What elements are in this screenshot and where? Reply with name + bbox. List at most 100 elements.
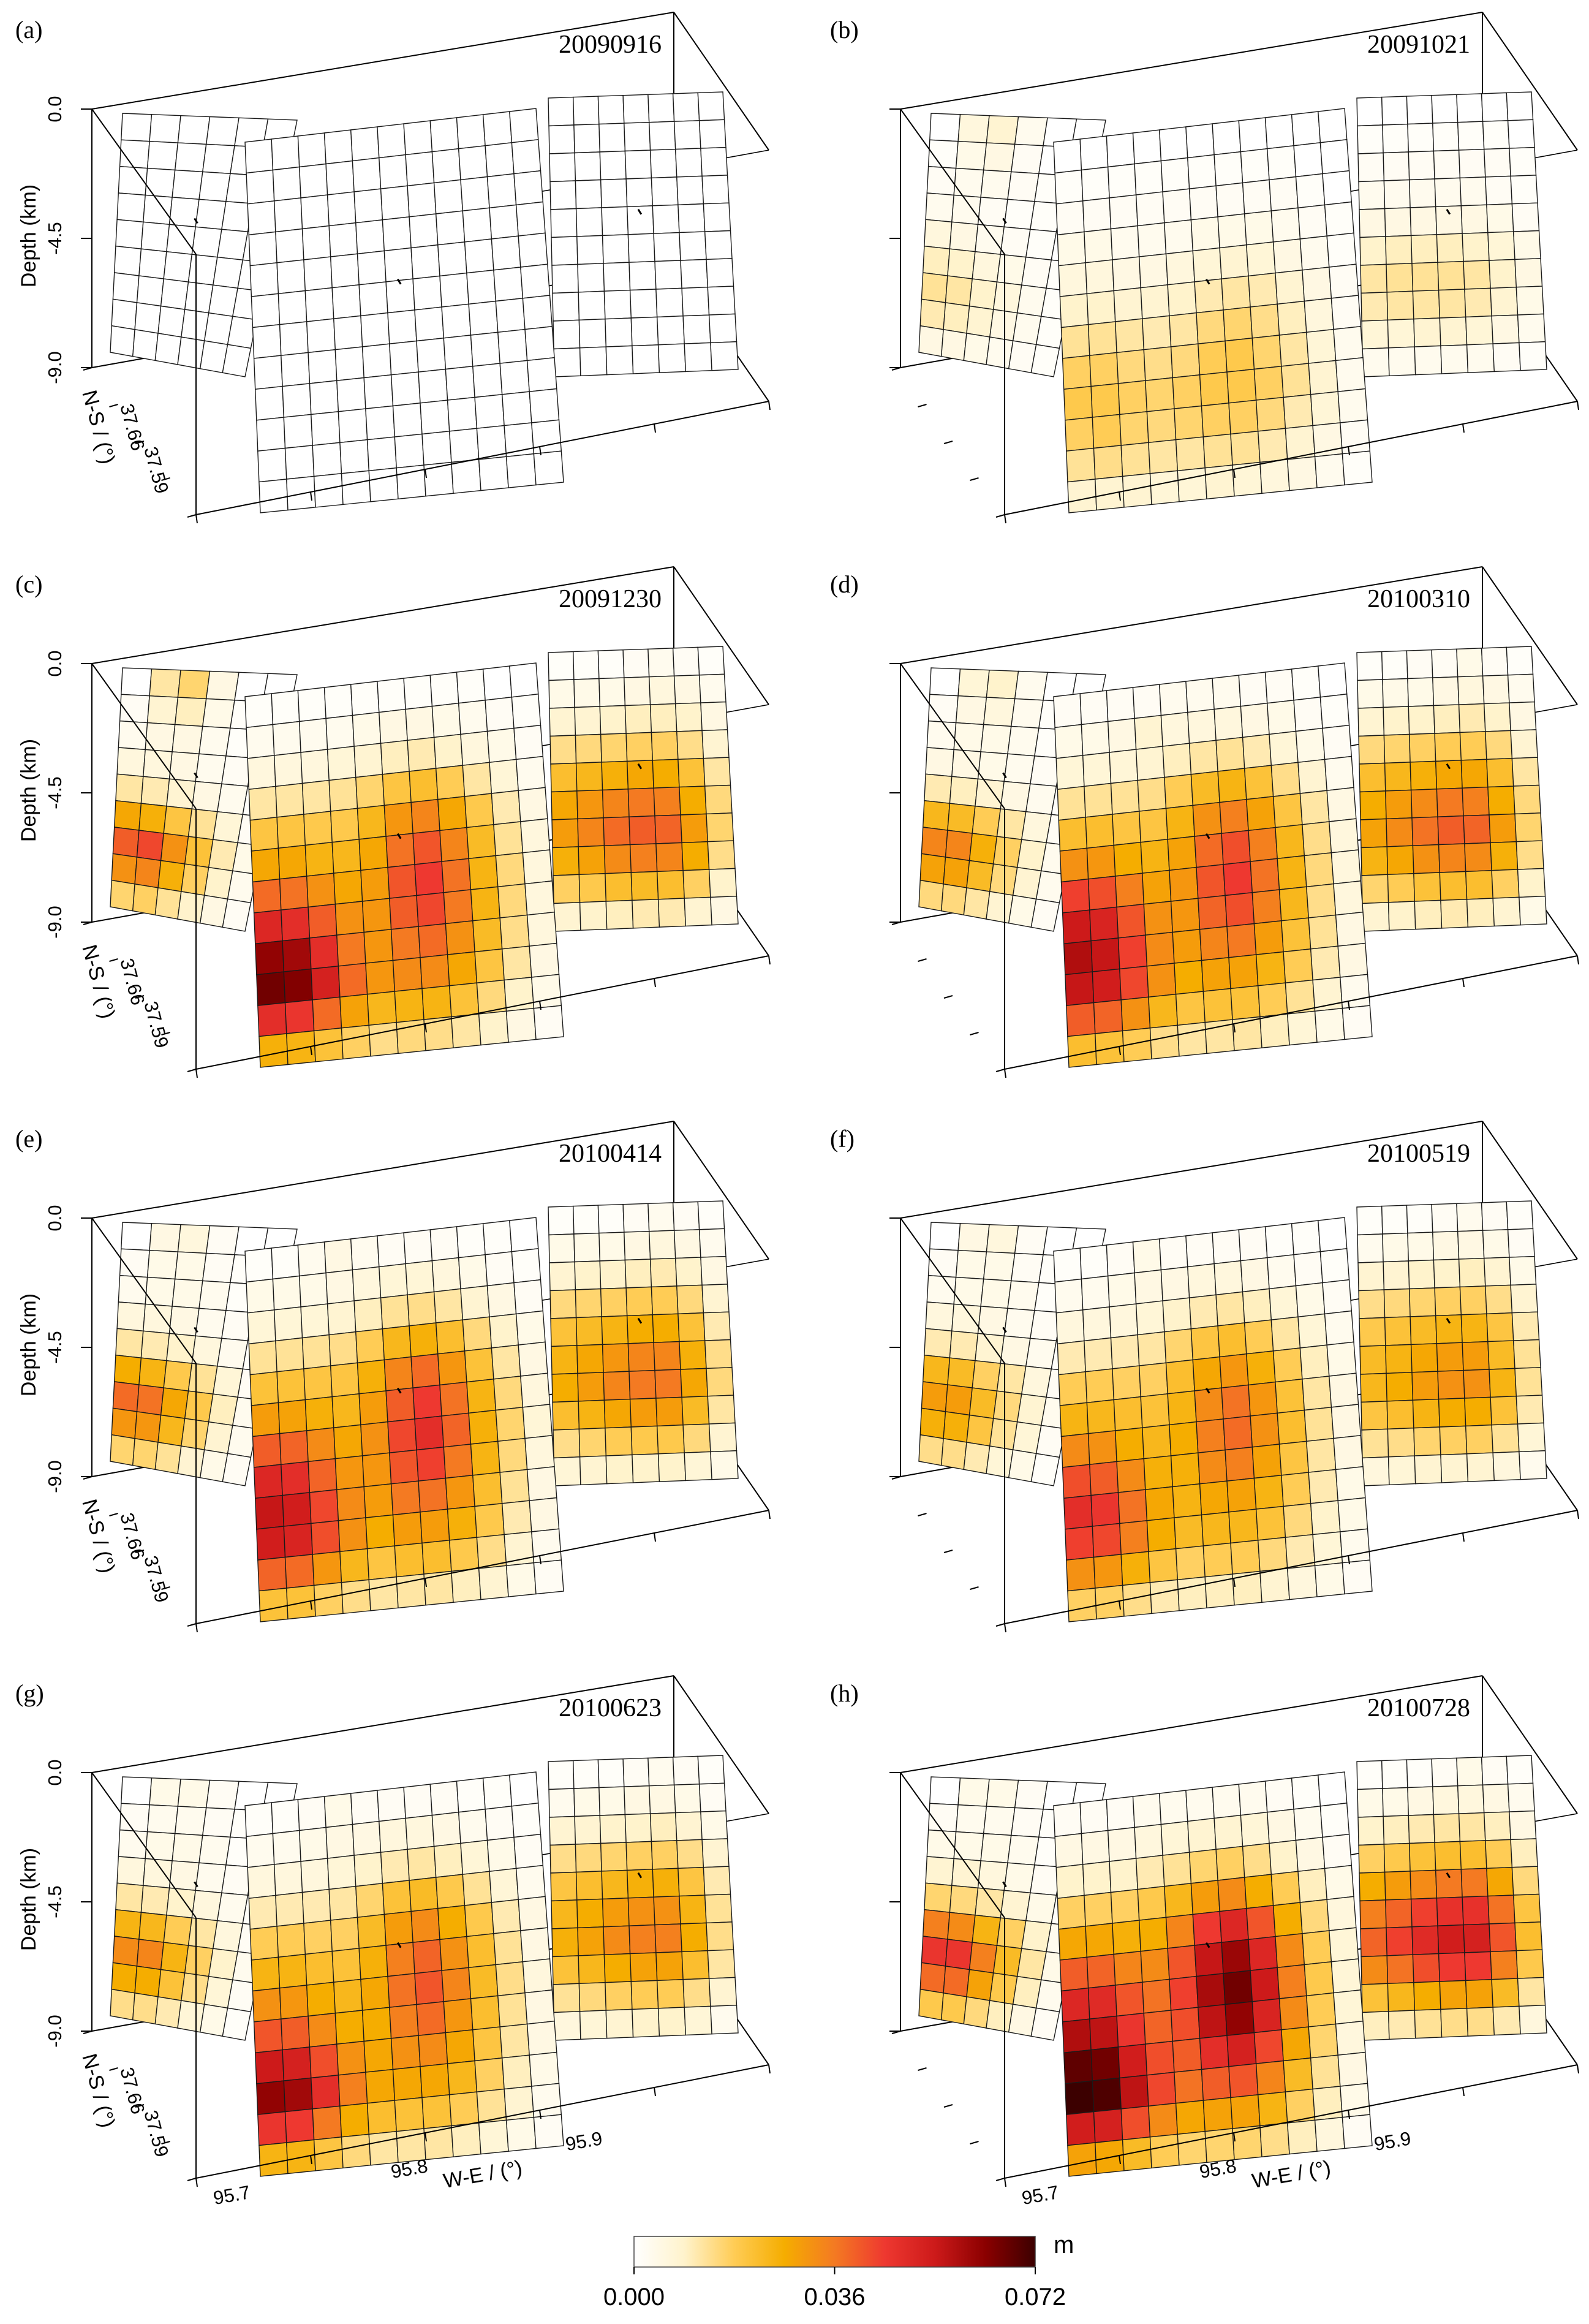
slip-cell: [1264, 114, 1294, 150]
slip-cell: [311, 1520, 341, 1555]
slip-cell: [578, 872, 607, 903]
fault-trace-mark: [637, 763, 643, 770]
slip-cell: [1406, 1203, 1433, 1234]
slip-cell: [403, 1784, 433, 1819]
slip-cell: [1167, 1945, 1197, 1980]
slip-cell: [1489, 813, 1517, 844]
slip-cell: [957, 114, 990, 143]
slip-cell: [482, 1220, 513, 1255]
box-edge: [900, 663, 1005, 809]
slip-cell: [1407, 1786, 1435, 1816]
slip-cell: [1283, 2057, 1313, 2092]
slip-cell: [202, 1807, 235, 1838]
slip-cell: [1359, 1871, 1386, 1902]
slip-cell: [1486, 203, 1514, 233]
slip-cell: [1269, 730, 1299, 766]
slip-cell: [955, 140, 987, 171]
slip-cell: [339, 993, 370, 1029]
slip-cell: [1308, 360, 1338, 395]
slip-cell: [1281, 917, 1312, 953]
slip-cell: [154, 333, 182, 365]
slip-cell: [940, 883, 967, 916]
slip-cell: [706, 1921, 734, 1951]
slip-cell: [597, 94, 625, 125]
slip-cell: [1460, 1868, 1489, 1898]
slip-cell: [1120, 996, 1151, 1032]
slip-cell: [1238, 1226, 1268, 1262]
slip-cell: [160, 278, 189, 310]
slip-cell: [1109, 1858, 1138, 1893]
slip-cell: [368, 467, 399, 502]
slip-cell: [1302, 821, 1332, 857]
slip-cell: [1342, 450, 1373, 486]
slip-cell: [1277, 855, 1307, 890]
slip-cell: [341, 1579, 371, 1614]
slip-cell: [1140, 284, 1170, 319]
slip-cell: [1135, 1300, 1165, 1336]
slip-cell: [1054, 724, 1084, 759]
slip-cell: [1225, 1447, 1255, 1482]
slip-cell: [154, 1442, 182, 1474]
slip-cell: [1481, 646, 1509, 676]
box-edge: [900, 566, 1483, 664]
slip-cell: [1295, 1836, 1326, 1872]
slip-cell: [383, 1910, 413, 1946]
slip-cell: [1275, 824, 1305, 860]
slip-cell: [1238, 1781, 1268, 1816]
slip-cell: [456, 668, 486, 704]
slip-cell: [551, 818, 579, 849]
slip-cell: [1190, 1325, 1220, 1361]
ns-tick: [161, 2141, 170, 2144]
slip-cell: [474, 1503, 505, 1538]
slip-cell: [420, 954, 450, 990]
slip-cell: [673, 675, 701, 705]
slip-cell: [703, 202, 731, 232]
slip-cell: [682, 869, 711, 899]
slip-cell: [1312, 2086, 1343, 2121]
slip-cell: [276, 1368, 306, 1404]
slip-cell: [549, 706, 576, 737]
slip-cell: [1162, 188, 1192, 224]
slip-cell: [407, 1291, 437, 1327]
slip-cell: [462, 762, 493, 797]
slip-cell: [1293, 142, 1323, 178]
slip-cell: [1177, 1576, 1207, 1611]
slip-cell: [1003, 199, 1035, 230]
slip-cell: [1175, 991, 1206, 1026]
slip-cell: [681, 286, 710, 317]
slip-cell: [1110, 779, 1140, 815]
slip-cell: [143, 1303, 173, 1334]
slip-cell: [458, 1254, 488, 1290]
slip-cell: [279, 1430, 309, 1465]
slip-cell: [919, 1407, 946, 1439]
slip-cell: [145, 722, 176, 752]
slip-cell: [1482, 120, 1510, 150]
fault-trace-mark: [396, 833, 402, 839]
slip-cell: [1114, 318, 1145, 354]
slip-cell: [1055, 1864, 1085, 1899]
slip-cell: [341, 1024, 371, 1060]
ns-tick: [995, 514, 1005, 518]
slip-cell: [1387, 346, 1416, 377]
we-axis-label: W-E / (°): [1250, 2156, 1333, 2193]
slip-cell: [412, 830, 442, 865]
slip-cell: [1356, 651, 1383, 681]
slip-cell: [674, 148, 703, 178]
slip-cell: [1137, 776, 1167, 812]
slip-cell: [418, 1477, 448, 1513]
slip-cell: [940, 328, 967, 361]
slip-cell: [651, 731, 679, 761]
slip-cell: [495, 852, 526, 888]
slip-cell: [281, 352, 311, 387]
slip-cell: [1175, 436, 1206, 472]
slip-cell: [1219, 244, 1249, 279]
slip-cell: [1250, 1412, 1280, 1448]
depth-ticks: [81, 1217, 92, 1477]
slip-cell: [1269, 1285, 1299, 1320]
slip-cell: [451, 1013, 481, 1048]
slip-cell: [1255, 1505, 1286, 1541]
slip-cell: [248, 1340, 277, 1376]
slip-cell: [627, 1342, 655, 1372]
slip-cell: [505, 2116, 537, 2152]
slip-cell: [1385, 235, 1413, 265]
